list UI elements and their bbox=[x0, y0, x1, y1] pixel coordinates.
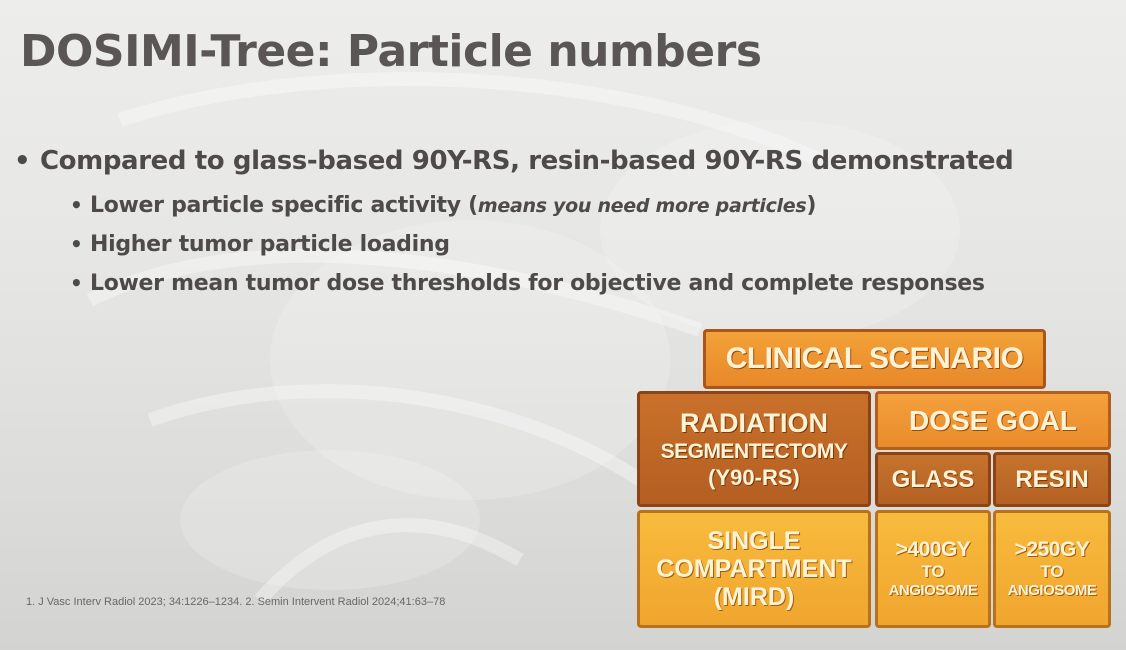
resin-dose-value: >250Gy bbox=[1014, 538, 1090, 562]
segmentectomy-label: SEGMENTECTOMY bbox=[660, 440, 848, 464]
slide-title: DOSIMI-Tree: Particle numbers bbox=[20, 26, 762, 77]
glass-dose-target: ANGIOSOME bbox=[888, 582, 978, 600]
resin-box: RESIN bbox=[993, 452, 1111, 507]
clinical-scenario-label: CLINICAL SCENARIO bbox=[725, 342, 1024, 376]
resin-dose-box: >250Gy TO ANGIOSOME bbox=[993, 510, 1111, 628]
bullet-dot-icon: • bbox=[70, 232, 83, 256]
sub-bullet-1: • Lower particle specific activity (mean… bbox=[70, 186, 1104, 225]
bullet-dot-icon: • bbox=[70, 271, 83, 295]
bullet-dot-icon: • bbox=[70, 193, 83, 217]
dose-goal-label: DOSE GOAL bbox=[908, 404, 1077, 436]
glass-box: GLASS bbox=[875, 452, 991, 507]
sub-bullet-3: • Lower mean tumor dose thresholds for o… bbox=[70, 264, 1104, 303]
main-bullet-text: Compared to glass-based 90Y-RS, resin-ba… bbox=[40, 146, 1014, 176]
glass-dose-to: TO bbox=[921, 562, 945, 582]
glass-label: GLASS bbox=[891, 465, 975, 493]
glass-dose-box: >400Gy TO ANGIOSOME bbox=[875, 510, 991, 628]
sub-bullet-1-close: ) bbox=[806, 193, 817, 218]
sub-bullet-2-text: Higher tumor particle loading bbox=[90, 232, 450, 257]
sub-bullet-list: • Lower particle specific activity (mean… bbox=[14, 186, 1104, 303]
compartment-label: COMPARTMENT bbox=[656, 554, 852, 583]
glass-dose-value: >400Gy bbox=[895, 538, 971, 562]
references-footnote: 1. J Vasc Interv Radiol 2023; 34:1226–12… bbox=[26, 596, 446, 608]
main-bullet: • Compared to glass-based 90Y-RS, resin-… bbox=[14, 146, 1104, 176]
sub-bullet-3-text: Lower mean tumor dose thresholds for obj… bbox=[90, 271, 985, 296]
resin-dose-to: TO bbox=[1040, 562, 1064, 582]
resin-label: RESIN bbox=[1015, 465, 1089, 493]
clinical-scenario-box: CLINICAL SCENARIO bbox=[703, 329, 1046, 389]
mird-label: (MIRD) bbox=[713, 583, 795, 612]
radiation-label: RADIATION bbox=[680, 407, 828, 438]
sub-bullet-1-note: means you need more particles bbox=[477, 195, 807, 217]
radiation-segmentectomy-box: RADIATION SEGMENTECTOMY (Y90-RS) bbox=[637, 391, 871, 507]
y90-rs-label: (Y90-RS) bbox=[708, 465, 800, 491]
resin-dose-target: ANGIOSOME bbox=[1007, 582, 1097, 600]
dose-goal-box: DOSE GOAL bbox=[875, 391, 1111, 450]
sub-bullet-1-text: Lower particle specific activity ( bbox=[90, 193, 478, 218]
bullet-list: • Compared to glass-based 90Y-RS, resin-… bbox=[14, 146, 1104, 303]
single-compartment-box: SINGLE COMPARTMENT (MIRD) bbox=[637, 510, 871, 628]
sub-bullet-2: • Higher tumor particle loading bbox=[70, 225, 1104, 264]
bullet-dot-icon: • bbox=[14, 146, 31, 176]
single-label: SINGLE bbox=[707, 526, 801, 555]
